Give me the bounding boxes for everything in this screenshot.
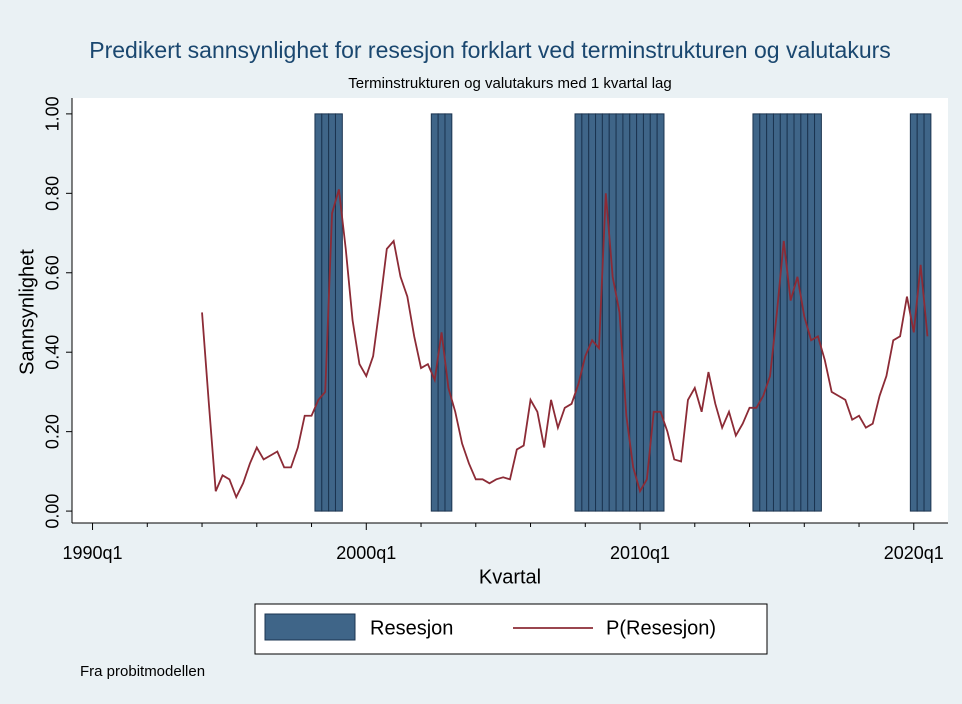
recession-bar <box>574 113 583 512</box>
recession-bar <box>328 113 336 512</box>
recession-bar <box>636 113 644 512</box>
x-tick-label: 2000q1 <box>336 543 396 563</box>
recession-bar <box>649 113 658 512</box>
recession-bar <box>581 113 590 512</box>
probability-line <box>201 189 929 500</box>
x-axis-title: Kvartal <box>479 566 541 588</box>
y-tick-label: 0.40 <box>43 335 63 370</box>
recession-bar <box>601 113 610 512</box>
recession-bar <box>814 113 822 512</box>
recession-bar <box>923 113 932 512</box>
x-tick-label: 1990q1 <box>62 543 122 563</box>
x-tick-label: 2010q1 <box>610 543 670 563</box>
y-axis-title: Sannsynlighet <box>16 249 38 375</box>
recession-bar <box>779 113 788 512</box>
recession-bar <box>430 113 439 512</box>
y-tick-label: 0.00 <box>43 494 63 529</box>
recession-bar <box>656 113 665 512</box>
recession-bar <box>622 113 631 512</box>
y-tick-label: 1.00 <box>43 96 63 131</box>
recession-bar <box>608 113 617 512</box>
recession-bar <box>766 113 774 512</box>
legend-label: Resesjon <box>370 617 453 639</box>
recession-bar <box>807 113 816 512</box>
legend-swatch <box>264 613 356 641</box>
recession-bar <box>752 113 761 512</box>
recession-bar <box>759 113 768 512</box>
legend-label: P(Resesjon) <box>606 617 716 639</box>
y-tick-label: 0.20 <box>43 414 63 449</box>
note: Fra probitmodellen <box>80 663 205 680</box>
y-tick-label: 0.80 <box>43 176 63 211</box>
recession-bar <box>437 113 446 512</box>
recession-bar <box>314 113 323 512</box>
recession-bar <box>793 113 802 512</box>
recession-bar <box>786 113 795 512</box>
recession-bar <box>588 113 597 512</box>
recession-bar <box>444 113 453 512</box>
chart-title: Predikert sannsynlighet for resesjon for… <box>89 37 891 63</box>
x-tick-label: 2020q1 <box>884 543 944 563</box>
y-tick-label: 0.60 <box>43 255 63 290</box>
recession-bar <box>916 113 925 512</box>
recession-bar <box>334 113 343 512</box>
chart-subtitle: Terminstrukturen og valutakurs med 1 kva… <box>348 75 671 92</box>
